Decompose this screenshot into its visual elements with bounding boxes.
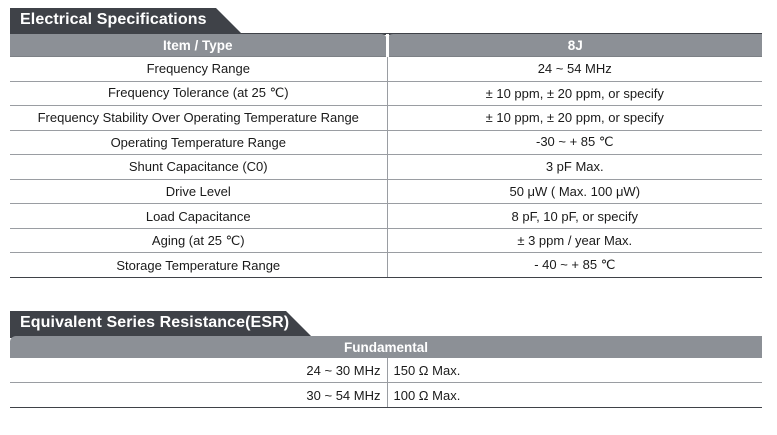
- electrical-specifications-table: Item / Type 8J Frequency Range 24 ~ 54 M…: [10, 34, 762, 278]
- table-row: Shunt Capacitance (C0) 3 pF Max.: [10, 154, 762, 180]
- spec-item: Frequency Range: [10, 56, 388, 82]
- header-fundamental: Fundamental: [10, 336, 763, 358]
- spec-value: -30 ~ + 85 ℃: [387, 130, 762, 156]
- spec-value: ± 10 ppm, ± 20 ppm, or specify: [387, 81, 762, 107]
- table-header-row: Fundamental: [10, 336, 763, 358]
- spec-value: 24 ~ 54 MHz: [387, 56, 762, 82]
- table-row: Frequency Tolerance (at 25 ℃) ± 10 ppm, …: [10, 81, 762, 107]
- spec-item: Load Capacitance: [10, 203, 388, 229]
- spec-value: - 40 ~ + 85 ℃: [387, 252, 762, 278]
- spec-item: Storage Temperature Range: [10, 252, 388, 278]
- esr-tab: Equivalent Series Resistance(ESR): [10, 311, 315, 337]
- spec-item: Shunt Capacitance (C0): [10, 154, 388, 180]
- header-model: 8J: [387, 34, 762, 57]
- table-header-row: Item / Type 8J: [10, 34, 762, 57]
- table-row: Frequency Stability Over Operating Tempe…: [10, 105, 762, 131]
- section-rule: [10, 33, 762, 35]
- spec-value: ± 3 ppm / year Max.: [387, 228, 762, 254]
- spec-item: Aging (at 25 ℃): [10, 228, 388, 254]
- header-item-type: Item / Type: [10, 34, 389, 57]
- spec-item: Operating Temperature Range: [10, 130, 388, 156]
- spec-value: 8 pF, 10 pF, or specify: [387, 203, 762, 229]
- spec-item: Drive Level: [10, 179, 388, 205]
- section-title: Equivalent Series Resistance(ESR): [20, 314, 290, 331]
- esr-resistance: 150 Ω Max.: [387, 358, 763, 383]
- table-row: Load Capacitance 8 pF, 10 pF, or specify: [10, 203, 762, 229]
- esr-frequency: 30 ~ 54 MHz: [10, 382, 388, 408]
- spec-item: Frequency Stability Over Operating Tempe…: [10, 105, 388, 131]
- spec-item: Frequency Tolerance (at 25 ℃): [10, 81, 388, 107]
- table-row: Frequency Range 24 ~ 54 MHz: [10, 56, 762, 82]
- electrical-specifications-tab: Electrical Specifications: [10, 8, 245, 34]
- tab-shape: [10, 8, 242, 34]
- table-row: 24 ~ 30 MHz 150 Ω Max.: [10, 358, 763, 383]
- esr-table: Fundamental 24 ~ 30 MHz 150 Ω Max. 30 ~ …: [10, 336, 763, 408]
- section-title: Electrical Specifications: [20, 11, 207, 28]
- table-row: Operating Temperature Range -30 ~ + 85 ℃: [10, 130, 762, 156]
- esr-frequency: 24 ~ 30 MHz: [10, 358, 388, 383]
- table-row: 30 ~ 54 MHz 100 Ω Max.: [10, 382, 763, 408]
- table-row: Drive Level 50 μW ( Max. 100 μW): [10, 179, 762, 205]
- spec-value: 3 pF Max.: [387, 154, 762, 180]
- esr-resistance: 100 Ω Max.: [387, 382, 763, 408]
- spec-value: 50 μW ( Max. 100 μW): [387, 179, 762, 205]
- table-row: Aging (at 25 ℃) ± 3 ppm / year Max.: [10, 228, 762, 254]
- tab-shape: [10, 311, 312, 337]
- spec-value: ± 10 ppm, ± 20 ppm, or specify: [387, 105, 762, 131]
- table-row: Storage Temperature Range - 40 ~ + 85 ℃: [10, 252, 762, 278]
